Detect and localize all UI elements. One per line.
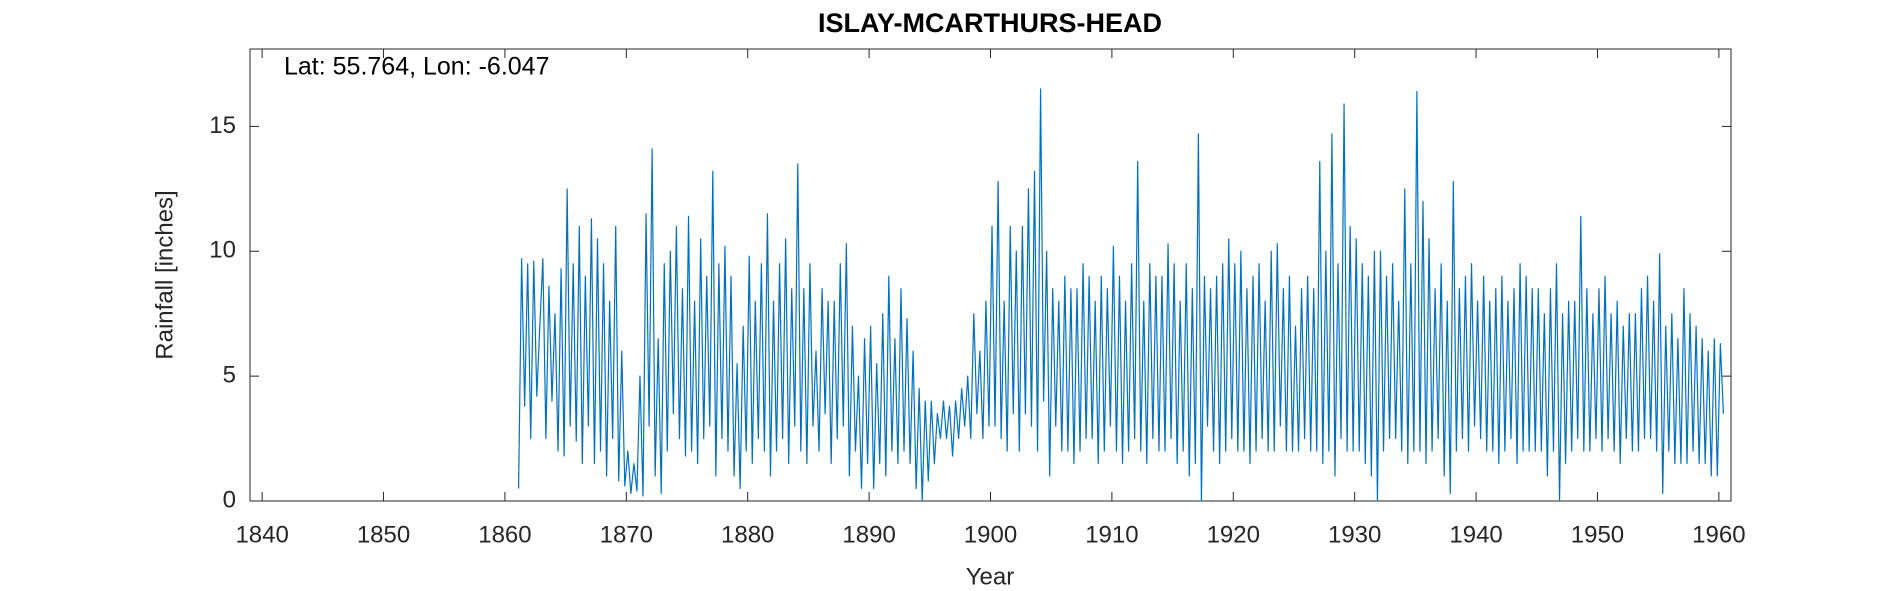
- x-tick-label: 1920: [1207, 521, 1260, 548]
- x-axis-label: Year: [966, 563, 1015, 590]
- annotation: Lat: 55.764, Lon: -6.047: [284, 53, 550, 81]
- y-tick-label: 0: [223, 486, 236, 513]
- x-tick-label: 1860: [478, 521, 531, 548]
- x-tick-label: 1900: [964, 521, 1017, 548]
- x-tick-label: 1960: [1692, 521, 1745, 548]
- rainfall-line: [517, 88, 1725, 502]
- x-tick-label: 1940: [1449, 521, 1502, 548]
- y-tick-label: 15: [209, 112, 236, 139]
- x-tick-label: 1840: [235, 521, 288, 548]
- y-tick-label: 5: [223, 361, 236, 388]
- y-axis-label: Rainfall [inches]: [151, 190, 178, 359]
- x-tick-label: 1930: [1328, 521, 1381, 548]
- x-tick-label: 1890: [842, 521, 895, 548]
- y-tick-label: 10: [209, 237, 236, 264]
- x-tick-label: 1880: [721, 521, 774, 548]
- x-tick-label: 1910: [1085, 521, 1138, 548]
- x-tick-label: 1870: [600, 521, 653, 548]
- x-tick-label: 1850: [357, 521, 410, 548]
- chart-title: ISLAY-MCARTHURS-HEAD: [818, 8, 1162, 38]
- x-tick-label: 1950: [1571, 521, 1624, 548]
